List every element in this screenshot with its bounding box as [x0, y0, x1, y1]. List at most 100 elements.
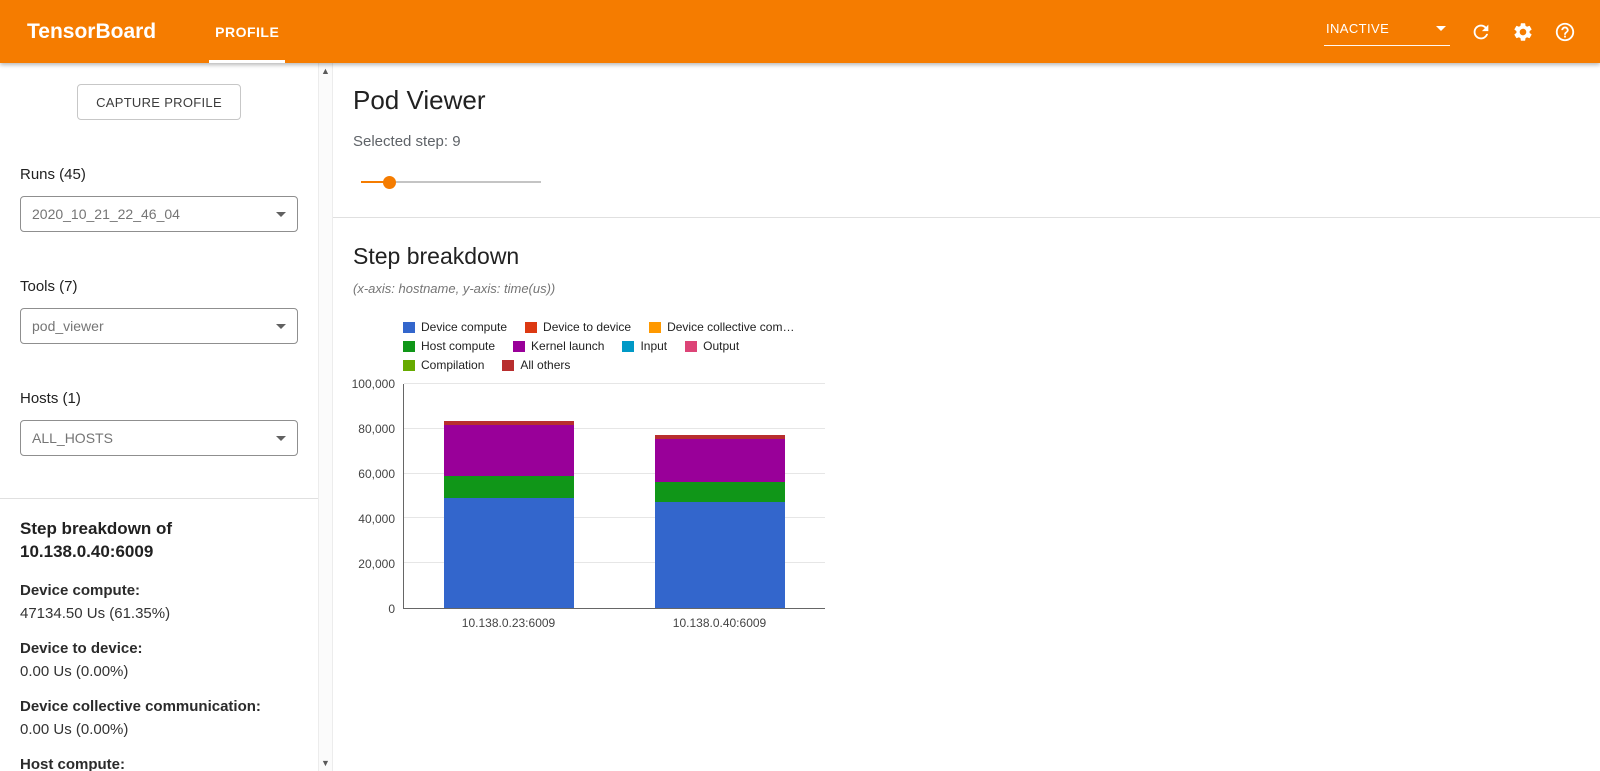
axis-note: (x-axis: hostname, y-axis: time(us)) [353, 281, 556, 296]
legend-row: Host compute Kernel launch Input Output [403, 339, 1600, 353]
y-tick-label: 60,000 [358, 467, 395, 481]
runs-select[interactable]: 2020_10_21_22_46_04 [20, 196, 298, 232]
help-button[interactable] [1554, 21, 1576, 43]
stat-label: Device collective communication: [20, 697, 261, 715]
gridline [404, 427, 825, 429]
runs-select-value: 2020_10_21_22_46_04 [32, 206, 180, 222]
gridline [404, 562, 825, 564]
gridline [404, 472, 825, 474]
sidebar-stats: Device compute: 47134.50 Us (61.35%) Devic… [20, 582, 298, 771]
refresh-icon [1473, 24, 1489, 39]
step-breakdown-chart: Device compute Device to device Device col… [352, 320, 1600, 631]
bar-10.138.0.23:6009 [444, 384, 575, 608]
stat-label: Host compute: [20, 755, 125, 771]
legend-swatch [513, 340, 526, 352]
stat-value: 0.00 Us (0.00%) [20, 662, 129, 680]
settings-button[interactable] [1512, 21, 1534, 43]
status-dropdown[interactable]: INACTIVE [1324, 17, 1450, 46]
chevron-down-icon [276, 211, 286, 217]
stat-row: Device collective communication: 0.00 Us … [20, 698, 298, 738]
tab-profile[interactable]: PROFILE [202, 0, 292, 63]
bar-segment-device-compute [654, 502, 785, 608]
y-tick-label: 80,000 [358, 422, 395, 436]
help-icon [1555, 22, 1575, 41]
chart-body: 0 20,000 40,000 60,000 80,000 100,000 [352, 377, 1600, 616]
legend-item: Device collective com… [649, 320, 794, 334]
active-tab-indicator [209, 60, 286, 63]
y-tick-label: 0 [388, 602, 395, 616]
bar-segment-host-compute [654, 481, 785, 503]
hosts-label: Hosts (1) [20, 390, 81, 407]
gridline [404, 383, 825, 384]
content-area: CAPTURE PROFILE Runs (45) 2020_10_21_22_… [0, 63, 1600, 771]
legend-swatch [649, 321, 662, 333]
bar-segment-device-compute [444, 498, 575, 608]
slider-track [361, 181, 541, 183]
slider-thumb[interactable] [383, 176, 396, 189]
step-slider[interactable] [361, 175, 541, 189]
y-tick-label: 40,000 [358, 512, 395, 526]
scroll-down-icon[interactable]: ▼ [321, 758, 330, 768]
legend-swatch [403, 340, 415, 352]
header-actions: INACTIVE [1324, 17, 1576, 46]
legend-label: Device to device [543, 320, 632, 334]
legend-label: Device collective com… [667, 320, 795, 334]
legend-label: Host compute [421, 339, 496, 353]
refresh-button[interactable] [1470, 21, 1492, 43]
legend-item: Output [685, 339, 739, 353]
breakdown-heading: Step breakdown of 10.138.0.40:6009 [20, 519, 173, 562]
capture-profile-button[interactable]: CAPTURE PROFILE [77, 84, 241, 120]
legend-row: Compilation All others [403, 358, 1600, 372]
tools-select[interactable]: pod_viewer [20, 308, 298, 344]
bar-segment-kernel-launch [654, 438, 785, 482]
tools-select-value: pod_viewer [32, 318, 104, 334]
legend-row: Device compute Device to device Device col… [403, 320, 1600, 334]
stat-row: Device to device: 0.00 Us (0.00%) [20, 640, 298, 680]
legend-label: Kernel launch [531, 339, 605, 353]
chart-plot [403, 383, 825, 609]
scroll-up-icon[interactable]: ▲ [321, 66, 330, 76]
hosts-select-value: ALL_HOSTS [32, 430, 113, 446]
legend-item: All others [502, 358, 570, 372]
chevron-down-icon [276, 435, 286, 441]
sidebar-divider [0, 498, 318, 499]
legend-label: Device compute [421, 320, 508, 334]
legend-swatch [685, 340, 698, 352]
y-tick-label: 20,000 [358, 557, 395, 571]
tab-profile-label: PROFILE [215, 23, 280, 40]
legend-item: Kernel launch [513, 339, 604, 353]
legend-item: Input [622, 339, 667, 353]
section-title: Step breakdown [353, 243, 520, 269]
main-content: Pod Viewer Selected step: 9 Step breakdo… [333, 63, 1600, 771]
slider-fill [361, 181, 384, 183]
legend-label: Output [703, 339, 740, 353]
section-divider [333, 217, 1600, 218]
legend-label: Input [640, 339, 668, 353]
bar-10.138.0.40:6009 [654, 384, 785, 608]
hosts-select[interactable]: ALL_HOSTS [20, 420, 298, 456]
gridline [404, 517, 825, 519]
sidebar-scrollbar[interactable]: ▲ ▼ [318, 63, 333, 771]
status-value: INACTIVE [1326, 21, 1390, 36]
stat-row: Host compute: [20, 756, 298, 771]
legend-label: Compilation [421, 358, 485, 372]
bar-segment-all-others [654, 435, 785, 439]
y-tick-label: 100,000 [351, 377, 395, 391]
legend-swatch [525, 321, 538, 333]
chevron-down-icon [276, 323, 286, 329]
x-axis-label: 10.138.0.23:6009 [461, 616, 556, 630]
app-header: TensorBoard PROFILE INACTIVE [0, 0, 1600, 63]
chevron-down-icon [1436, 26, 1446, 31]
page-title: Pod Viewer [353, 85, 486, 115]
legend-label: All others [520, 358, 571, 372]
legend-swatch [622, 340, 635, 352]
runs-label: Runs (45) [20, 166, 86, 183]
chart-legend: Device compute Device to device Device col… [403, 320, 1600, 372]
stat-label: Device compute: [20, 581, 141, 599]
legend-item: Host compute [403, 339, 495, 353]
stat-label: Device to device: [20, 639, 143, 657]
legend-item: Device compute [403, 320, 507, 334]
legend-item: Device to device [525, 320, 631, 334]
bar-segment-host-compute [444, 475, 575, 499]
gear-icon [1514, 22, 1532, 41]
